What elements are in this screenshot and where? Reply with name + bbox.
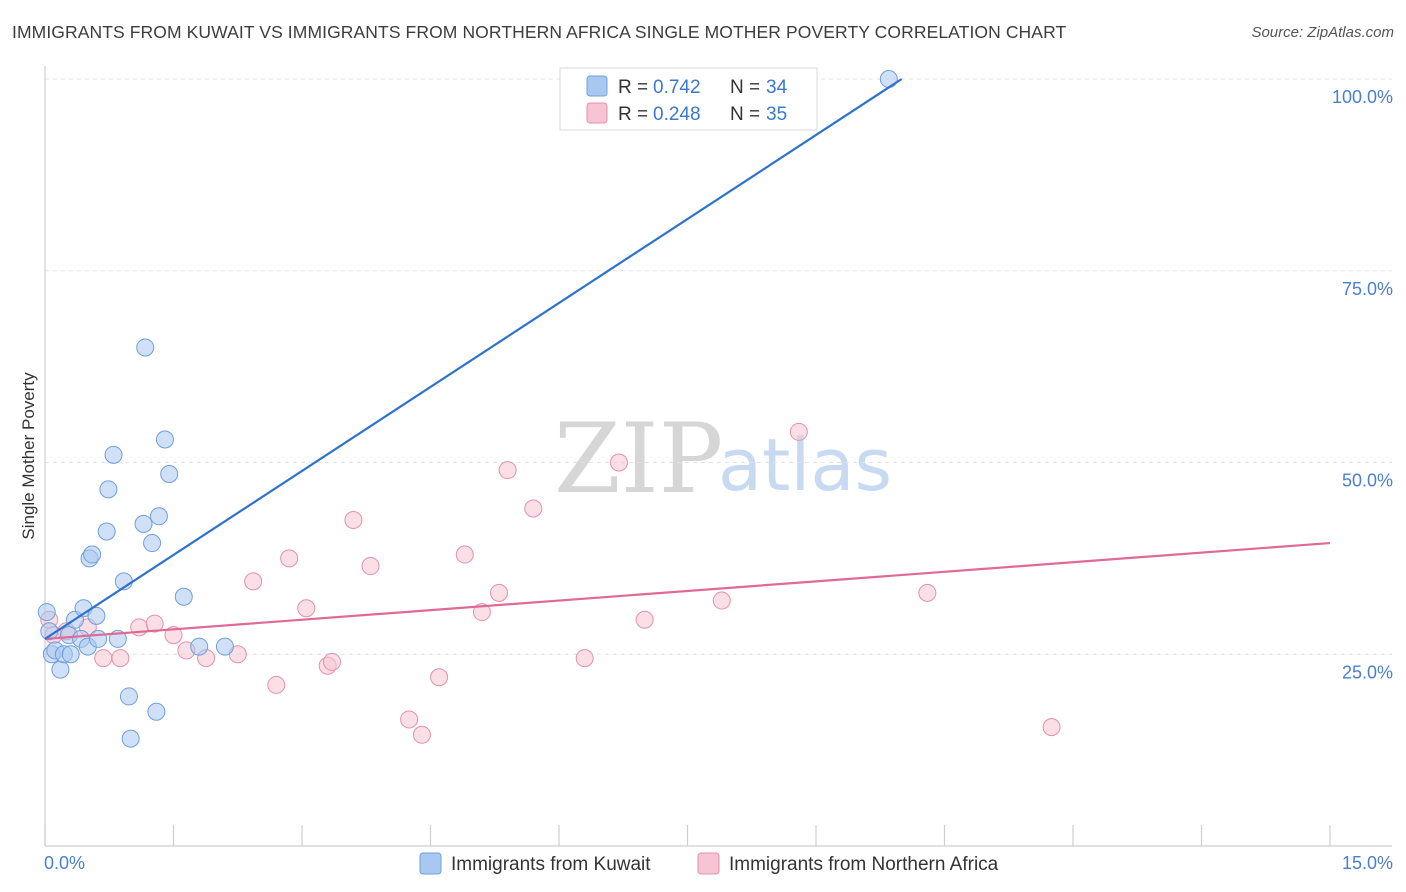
legend-r-value-2: 0.248 (653, 104, 701, 125)
data-point-kuwait (149, 507, 168, 526)
data-point-kuwait (104, 445, 123, 464)
y-tick-labels: 25.0% 50.0% 75.0% 100.0% (1332, 87, 1393, 682)
data-point-northern-africa (280, 549, 299, 568)
data-point-kuwait (879, 70, 898, 88)
legend-n-value-1: 34 (766, 77, 788, 98)
legend-n-label-1: N = (730, 77, 760, 98)
legend-r-label-1: R = (618, 77, 648, 98)
data-point-kuwait (160, 465, 179, 484)
x-tick-label: 15.0% (1342, 853, 1393, 873)
data-point-kuwait (174, 587, 193, 606)
data-point-kuwait (61, 645, 80, 664)
watermark: ZIP atlas (554, 403, 892, 515)
data-point-kuwait (215, 637, 234, 656)
data-point-northern-africa (344, 511, 363, 530)
data-point-kuwait (89, 629, 108, 648)
data-point-northern-africa (609, 453, 628, 472)
legend-r-label-2: R = (618, 104, 648, 125)
correlation-legend: R = 0.742 N = 34 R = 0.248 N = 35 (559, 67, 818, 131)
data-point-northern-africa (490, 583, 509, 602)
data-point-kuwait (51, 660, 70, 679)
data-point-kuwait (147, 702, 166, 721)
y-tick-label: 50.0% (1342, 471, 1393, 491)
axes (44, 66, 1392, 847)
data-point-kuwait (119, 687, 138, 706)
trend-line-northern-africa (44, 541, 1331, 641)
legend-swatch-kuwait (586, 75, 608, 97)
x-tick-label: 0.0% (44, 853, 85, 873)
data-point-kuwait (143, 534, 162, 553)
data-point-kuwait (134, 514, 153, 533)
series-legend: Immigrants from Kuwait Immigrants from N… (419, 852, 999, 875)
data-point-northern-africa (412, 725, 431, 744)
trend-lines (44, 78, 1331, 641)
data-point-kuwait (136, 338, 155, 357)
data-point-northern-africa (455, 545, 474, 564)
data-point-kuwait (83, 545, 102, 564)
data-point-northern-africa (789, 422, 808, 441)
data-point-kuwait (121, 729, 140, 748)
data-point-northern-africa (635, 610, 654, 629)
legend-n-label-2: N = (730, 104, 760, 125)
watermark-zip: ZIP (554, 403, 723, 515)
gridlines (45, 78, 1392, 655)
legend-n-value-2: 35 (766, 104, 787, 125)
data-point-northern-africa (430, 668, 449, 687)
y-tick-label: 100.0% (1332, 87, 1393, 107)
series-kuwait (37, 70, 898, 748)
data-point-kuwait (99, 480, 118, 499)
y-axis-label: Single Mother Poverty (19, 372, 38, 540)
bottom-legend-swatch-kuwait (419, 852, 442, 875)
chart-title: IMMIGRANTS FROM KUWAIT VS IMMIGRANTS FRO… (12, 22, 1067, 42)
data-point-northern-africa (94, 649, 113, 668)
data-point-northern-africa (322, 652, 341, 671)
series-northern-africa (40, 422, 1061, 744)
data-point-northern-africa (164, 626, 183, 645)
data-point-northern-africa (111, 649, 130, 668)
legend-swatch-northern-africa (586, 102, 608, 124)
data-point-kuwait (37, 603, 56, 622)
data-point-kuwait (190, 637, 209, 656)
x-tick-labels: 0.0% 15.0% (44, 853, 1393, 873)
data-point-northern-africa (524, 499, 543, 518)
data-point-northern-africa (297, 599, 316, 618)
data-point-kuwait (97, 522, 116, 541)
trend-line-kuwait (44, 78, 903, 640)
y-tick-label: 75.0% (1342, 279, 1393, 299)
bottom-legend-label-kuwait: Immigrants from Kuwait (451, 854, 651, 875)
data-point-kuwait (87, 606, 106, 625)
bottom-legend-swatch-northern-africa (697, 852, 720, 875)
data-point-northern-africa (267, 675, 286, 694)
data-point-northern-africa (498, 461, 517, 480)
y-tick-label: 25.0% (1342, 662, 1393, 682)
data-point-northern-africa (712, 591, 731, 610)
data-point-northern-africa (361, 557, 380, 576)
legend-r-value-1: 0.742 (653, 77, 701, 98)
source-credit: Source: ZipAtlas.com (1251, 24, 1394, 41)
data-point-northern-africa (918, 583, 937, 602)
data-point-northern-africa (244, 572, 263, 591)
data-point-northern-africa (1042, 718, 1061, 737)
data-point-northern-africa (145, 614, 164, 633)
data-point-northern-africa (575, 649, 594, 668)
data-point-northern-africa (400, 710, 419, 729)
data-point-northern-africa (472, 603, 491, 622)
bottom-legend-label-northern-africa: Immigrants from Northern Africa (729, 854, 999, 875)
data-point-kuwait (155, 430, 174, 449)
